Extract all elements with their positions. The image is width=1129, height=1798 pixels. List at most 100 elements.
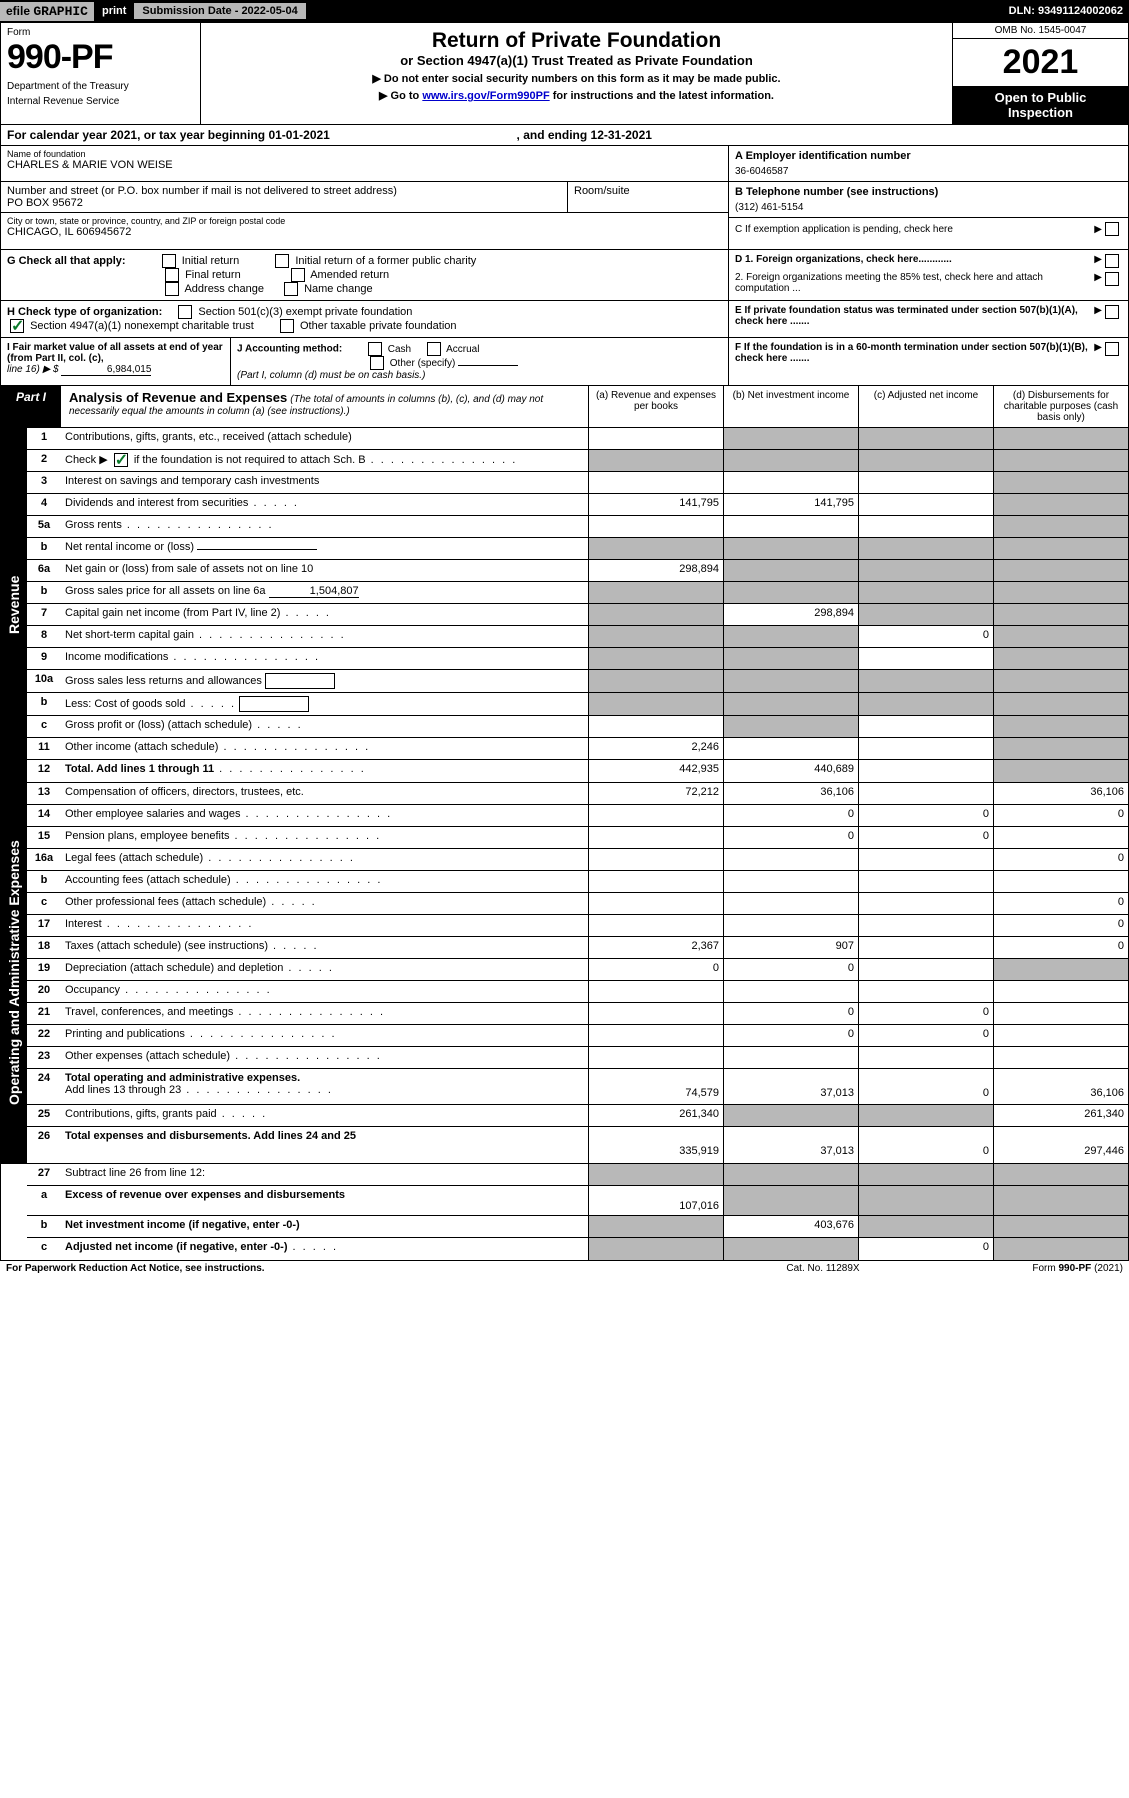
501c3-checkbox[interactable] (178, 305, 192, 319)
cell-16ad: 0 (993, 849, 1128, 870)
cell-15a (588, 827, 723, 848)
row-2: 2 Check ▶ if the foundation is not requi… (27, 450, 1128, 472)
d1-checkbox[interactable] (1105, 254, 1119, 268)
name-change-checkbox[interactable] (284, 282, 298, 296)
city-label: City or town, state or province, country… (7, 216, 722, 226)
desc-16a: Legal fees (attach schedule) (61, 849, 588, 870)
row-26: 26 Total expenses and disbursements. Add… (27, 1127, 1128, 1163)
cell-10cc (858, 716, 993, 737)
ein-value: 36-6046587 (735, 166, 1122, 177)
addr-label: Number and street (or P.O. box number if… (7, 185, 561, 197)
4947-checkbox[interactable] (10, 319, 24, 333)
cell-27ad (993, 1186, 1128, 1215)
d2-checkbox[interactable] (1105, 272, 1119, 286)
ln-12: 12 (27, 760, 61, 782)
amended-return-checkbox[interactable] (291, 268, 305, 282)
cell-12d (993, 760, 1128, 782)
header-center: Return of Private Foundation or Section … (201, 23, 953, 124)
address-change-checkbox[interactable] (165, 282, 179, 296)
desc-20: Occupancy (61, 981, 588, 1002)
ln-20: 20 (27, 981, 61, 1002)
f-checkbox[interactable] (1105, 342, 1119, 356)
row-14: 14 Other employee salaries and wages 000 (27, 805, 1128, 827)
cell-6ab (723, 560, 858, 581)
desc-12-text: Total. Add lines 1 through 11 (65, 763, 214, 775)
cell-10cd (993, 716, 1128, 737)
revenue-side-label: Revenue (1, 428, 27, 782)
desc-19-text: Depreciation (attach schedule) and deple… (65, 962, 283, 974)
row-5a: 5a Gross rents (27, 516, 1128, 538)
desc-5a-text: Gross rents (65, 519, 122, 531)
ln-27c: c (27, 1238, 61, 1260)
row-13: 13 Compensation of officers, directors, … (27, 783, 1128, 805)
row-11: 11 Other income (attach schedule) 2,246 (27, 738, 1128, 760)
cell-4c (858, 494, 993, 515)
desc-10c: Gross profit or (loss) (attach schedule) (61, 716, 588, 737)
cell-16bd (993, 871, 1128, 892)
col-b-header: (b) Net investment income (723, 386, 858, 427)
desc-17: Interest (61, 915, 588, 936)
print-button[interactable]: print (94, 3, 134, 19)
exemption-checkbox[interactable] (1105, 222, 1119, 236)
desc-26: Total expenses and disbursements. Add li… (61, 1127, 588, 1163)
desc-2: Check ▶ if the foundation is not require… (61, 450, 588, 471)
top-bar: efile GRAPHIC print Submission Date - 20… (0, 0, 1129, 22)
initial-former-checkbox[interactable] (275, 254, 289, 268)
header-right: OMB No. 1545-0047 2021 Open to Public In… (953, 23, 1128, 124)
cell-18b: 907 (723, 937, 858, 958)
desc-27: Subtract line 26 from line 12: (61, 1164, 588, 1185)
desc-16b-text: Accounting fees (attach schedule) (65, 874, 231, 886)
cell-10ca (588, 716, 723, 737)
desc-19: Depreciation (attach schedule) and deple… (61, 959, 588, 980)
desc-4: Dividends and interest from securities (61, 494, 588, 515)
cell-16ca (588, 893, 723, 914)
expenses-side-label: Operating and Administrative Expenses (1, 783, 27, 1163)
desc-5a: Gross rents (61, 516, 588, 537)
desc-27c-text: Adjusted net income (if negative, enter … (65, 1241, 287, 1253)
e-checkbox[interactable] (1105, 305, 1119, 319)
other-method-checkbox[interactable] (370, 356, 384, 370)
ln-11: 11 (27, 738, 61, 759)
cell-1b (723, 428, 858, 449)
instructions-link[interactable]: www.irs.gov/Form990PF (422, 90, 549, 102)
initial-return-checkbox[interactable] (162, 254, 176, 268)
cash-checkbox[interactable] (368, 342, 382, 356)
ln-14: 14 (27, 805, 61, 826)
ln-6a: 6a (27, 560, 61, 581)
schb-checkbox[interactable] (114, 453, 128, 467)
row-16a: 16a Legal fees (attach schedule) 0 (27, 849, 1128, 871)
cell-27d (993, 1164, 1128, 1185)
f-label: F If the foundation is in a 60-month ter… (735, 342, 1094, 364)
desc-10b: Less: Cost of goods sold (61, 693, 588, 715)
part1-title: Analysis of Revenue and Expenses (69, 390, 287, 405)
city-value: CHICAGO, IL 606945672 (7, 226, 722, 238)
fmv-value: 6,984,015 (61, 364, 151, 376)
desc-27a-text: Excess of revenue over expenses and disb… (65, 1189, 345, 1201)
desc-21-text: Travel, conferences, and meetings (65, 1006, 233, 1018)
cell-15c: 0 (858, 827, 993, 848)
h-other-tax: Other taxable private foundation (300, 320, 457, 332)
cell-17a (588, 915, 723, 936)
cell-17d: 0 (993, 915, 1128, 936)
cell-8a (588, 626, 723, 647)
cell-17b (723, 915, 858, 936)
desc-10c-text: Gross profit or (loss) (attach schedule) (65, 719, 252, 731)
cell-20c (858, 981, 993, 1002)
other-taxable-checkbox[interactable] (280, 319, 294, 333)
final-return-checkbox[interactable] (165, 268, 179, 282)
cell-14b: 0 (723, 805, 858, 826)
cell-3b (723, 472, 858, 493)
row-10b: b Less: Cost of goods sold (27, 693, 1128, 716)
desc-11: Other income (attach schedule) (61, 738, 588, 759)
cell-6ba (588, 582, 723, 603)
arrow-icon (1094, 305, 1102, 327)
cell-2a (588, 450, 723, 471)
form-subtitle: or Section 4947(a)(1) Trust Treated as P… (211, 53, 942, 68)
omb-number: OMB No. 1545-0047 (953, 23, 1128, 39)
desc-12: Total. Add lines 1 through 11 (61, 760, 588, 782)
efile-graphic: GRAPHIC (33, 4, 88, 19)
desc-10b-text: Less: Cost of goods sold (65, 698, 185, 710)
foundation-name: CHARLES & MARIE VON WEISE (7, 159, 722, 171)
instr-post: for instructions and the latest informat… (550, 90, 774, 102)
accrual-checkbox[interactable] (427, 342, 441, 356)
